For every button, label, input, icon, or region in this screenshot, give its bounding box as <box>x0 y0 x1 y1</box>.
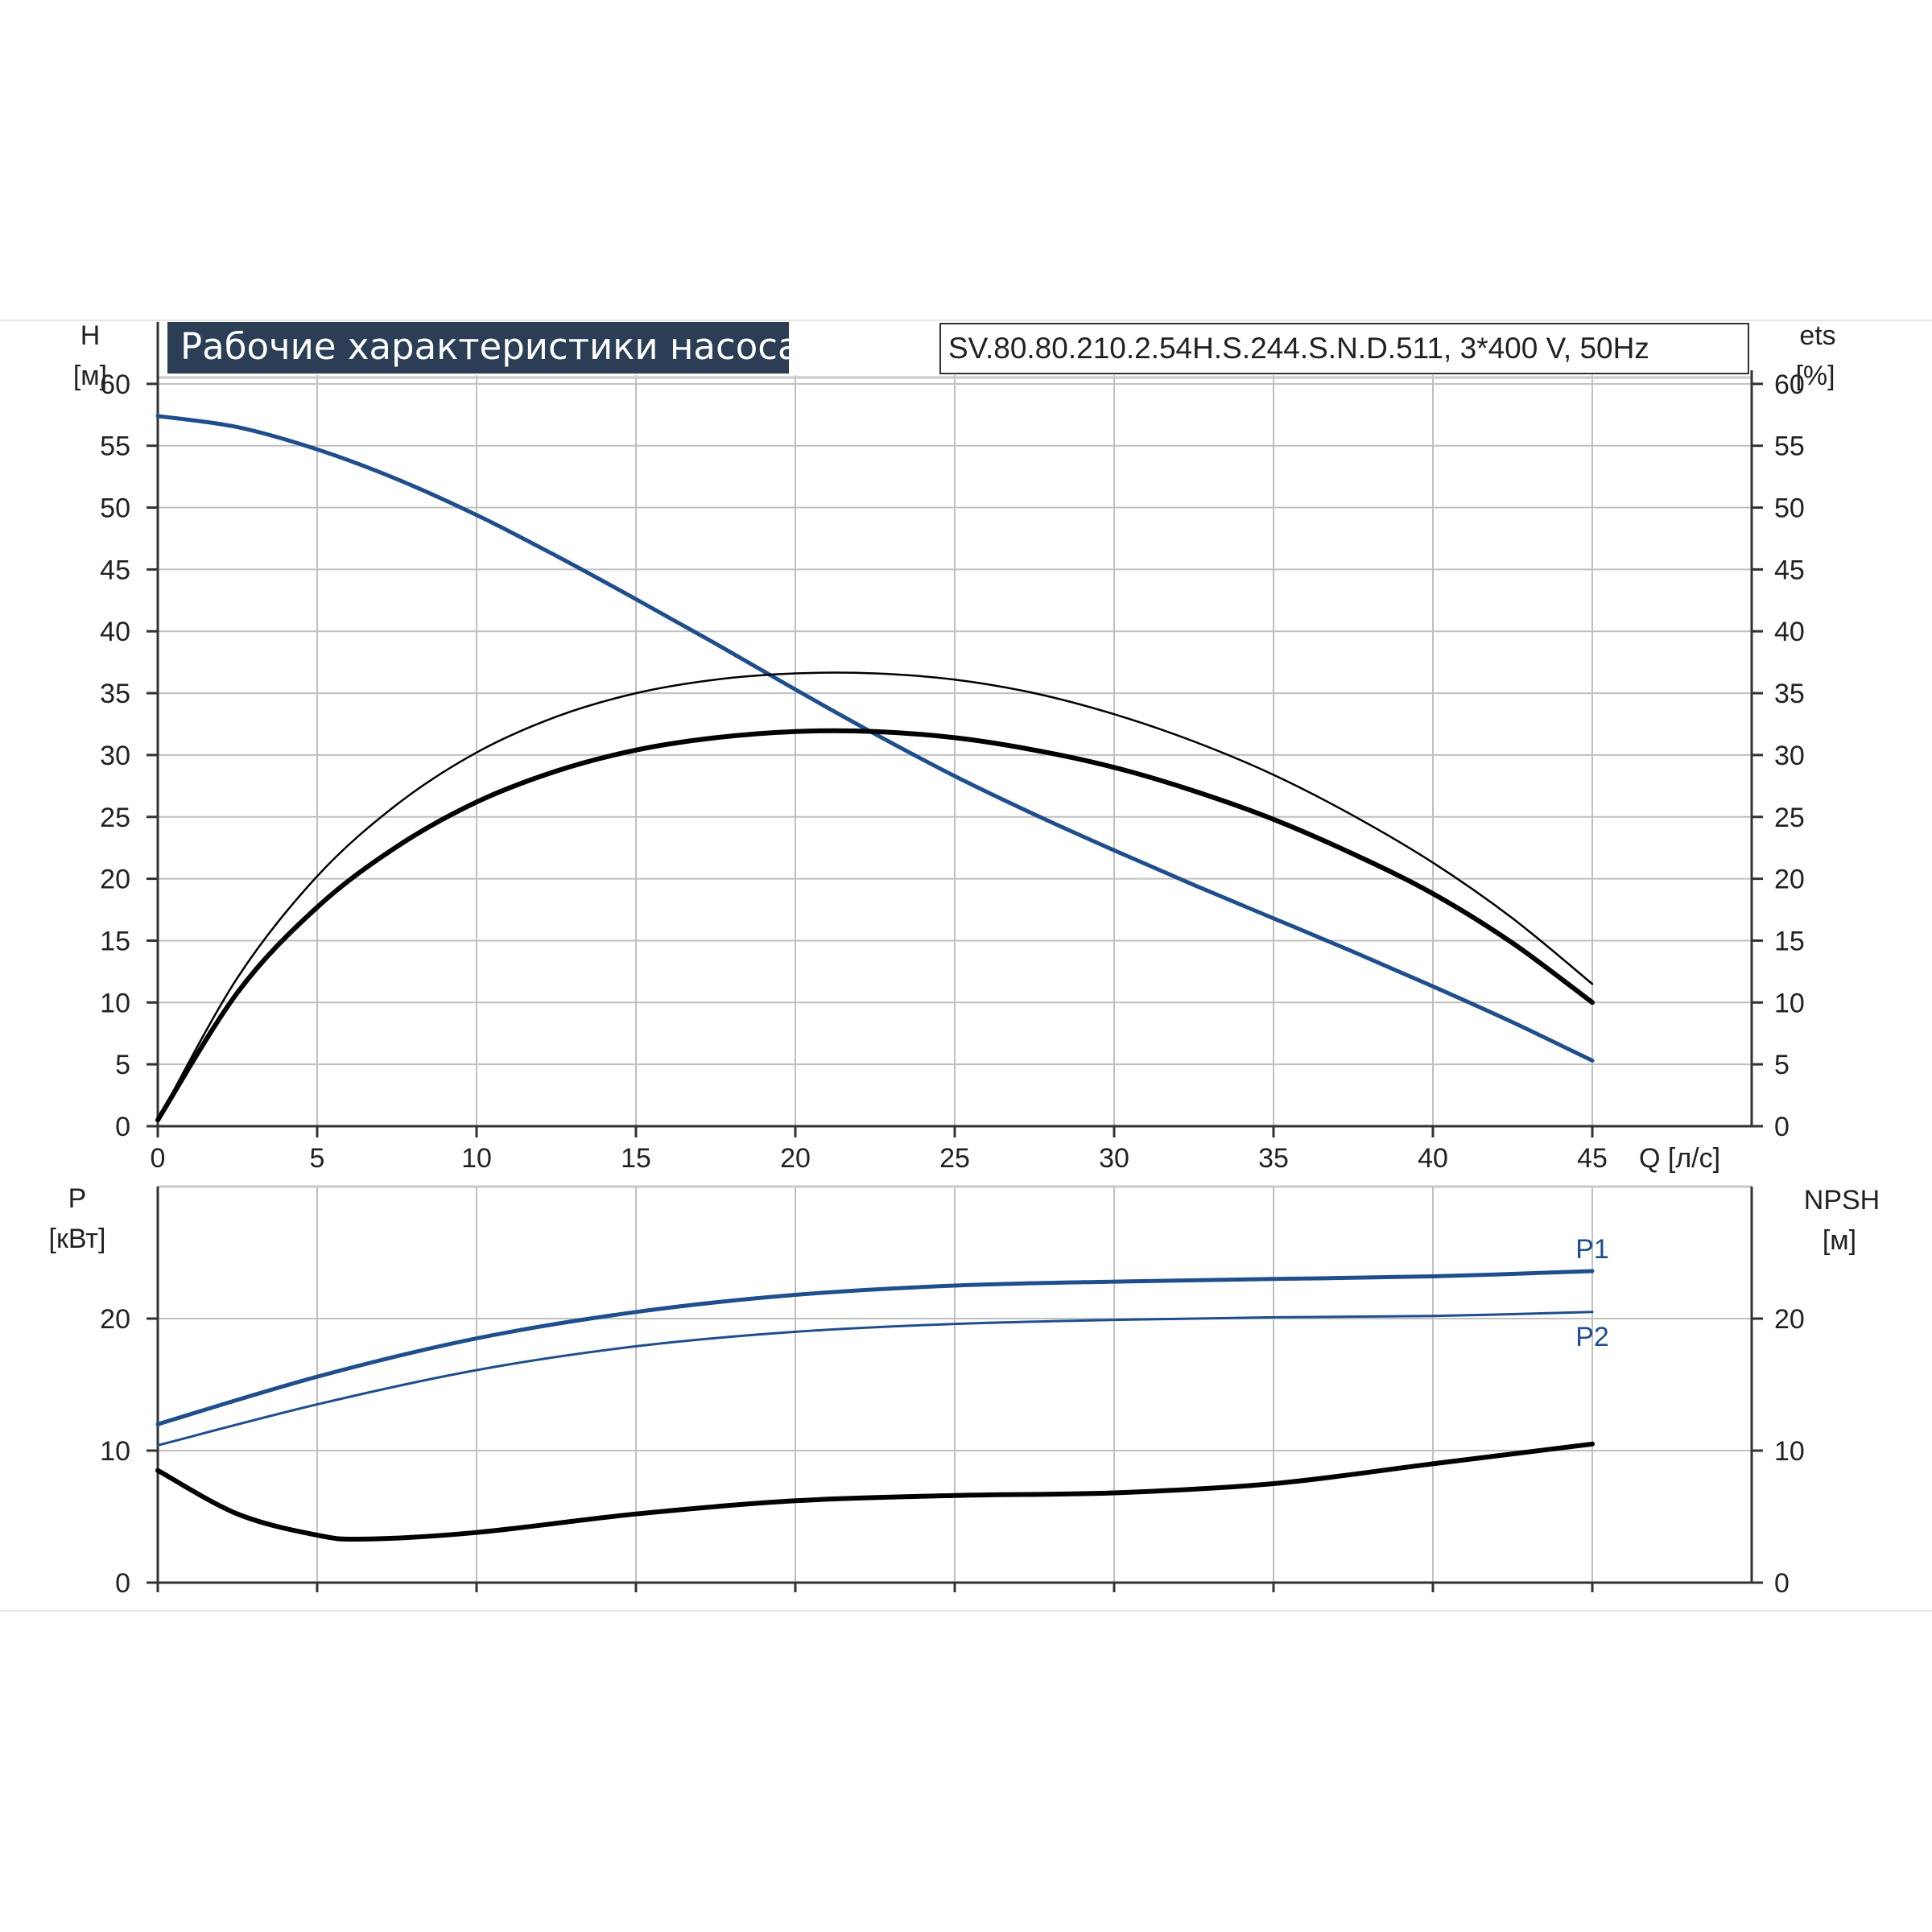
top-chart-grid <box>156 322 1753 1128</box>
p1-power-curve <box>155 1269 1595 1426</box>
x-tick-label: 40 <box>1418 1143 1448 1174</box>
npsh-axis-unit: [м] <box>1823 1225 1856 1256</box>
x-axis-label: Q [л/с] <box>1639 1143 1720 1174</box>
left-tick-label: 25 <box>100 803 130 833</box>
model-designation: SV.80.80.210.2.54H.S.244.S.N.D.511, 3*40… <box>948 332 1649 365</box>
right-tick-label: 35 <box>1774 679 1805 709</box>
x-tick-label: 0 <box>151 1143 166 1174</box>
left-tick-label: 50 <box>100 493 130 524</box>
right-axis-label: ets <box>1799 320 1835 351</box>
left-tick-label: 20 <box>100 865 130 895</box>
right-tick-label: 60 <box>1774 369 1805 400</box>
chart-title: Рабочие характеристики насоса <box>180 325 800 368</box>
left-tick-label: 30 <box>100 741 130 771</box>
power-axis-label: P <box>68 1183 87 1214</box>
right-tick-label: 45 <box>1774 555 1805 585</box>
head-curve <box>155 414 1595 1063</box>
p1-series-label: P1 <box>1575 1234 1609 1265</box>
right-tick-label: 10 <box>1774 988 1805 1018</box>
right-tick-label: 55 <box>1774 431 1805 462</box>
power-axis-unit: [кВт] <box>49 1224 106 1254</box>
left-axis-label: H <box>80 320 101 351</box>
right-tick-label: 30 <box>1774 741 1805 771</box>
efficiency-curve-thin <box>156 671 1594 1121</box>
x-tick-label: 15 <box>621 1143 651 1174</box>
left-tick-label: 0 <box>115 1112 130 1142</box>
top-chart-series <box>155 414 1595 1123</box>
bottom-chart-series: P1 P2 <box>155 1234 1609 1542</box>
power-tick-label: 20 <box>100 1304 130 1335</box>
x-tick-label: 5 <box>310 1143 325 1174</box>
left-tick-label: 5 <box>115 1050 130 1080</box>
bottom-chart-ticks: 0 0 10 10 20 20 <box>100 1304 1805 1599</box>
title-box <box>167 322 789 374</box>
left-tick-label: 15 <box>100 926 130 956</box>
right-tick-label: 5 <box>1774 1050 1790 1080</box>
right-tick-label: 40 <box>1774 617 1805 647</box>
left-tick-label: 45 <box>100 555 130 585</box>
x-tick-label: 10 <box>461 1143 492 1174</box>
right-axis-unit: [%] <box>1795 361 1835 391</box>
left-tick-label: 35 <box>100 679 130 709</box>
x-tick-label: 20 <box>780 1143 811 1174</box>
p2-power-curve <box>156 1311 1594 1447</box>
efficiency-curve-thick <box>155 728 1595 1123</box>
left-axis-unit: [м] <box>73 361 107 391</box>
npsh-tick-label: 20 <box>1774 1304 1805 1335</box>
x-tick-label: 35 <box>1258 1143 1289 1174</box>
power-tick-label: 10 <box>100 1436 130 1467</box>
model-box <box>939 323 1749 374</box>
x-tick-label: 30 <box>1099 1143 1129 1174</box>
p2-series-label: P2 <box>1575 1322 1609 1352</box>
power-tick-label: 0 <box>115 1568 130 1599</box>
npsh-axis-label: NPSH <box>1804 1185 1880 1216</box>
npsh-tick-label: 0 <box>1774 1568 1790 1599</box>
left-tick-label: 40 <box>100 617 130 647</box>
left-tick-label: 10 <box>100 988 130 1018</box>
bottom-chart-grid <box>156 1185 1753 1584</box>
x-tick-label: 25 <box>939 1143 970 1174</box>
right-tick-label: 20 <box>1774 865 1805 895</box>
npsh-tick-label: 10 <box>1774 1436 1805 1467</box>
npsh-curve <box>155 1441 1595 1542</box>
left-tick-label: 55 <box>100 431 130 462</box>
right-tick-label: 15 <box>1774 926 1805 956</box>
x-tick-label: 45 <box>1577 1143 1608 1174</box>
right-tick-label: 0 <box>1774 1112 1790 1142</box>
right-tick-label: 50 <box>1774 493 1805 524</box>
right-tick-label: 25 <box>1774 803 1805 833</box>
left-tick-label: 60 <box>100 369 130 400</box>
